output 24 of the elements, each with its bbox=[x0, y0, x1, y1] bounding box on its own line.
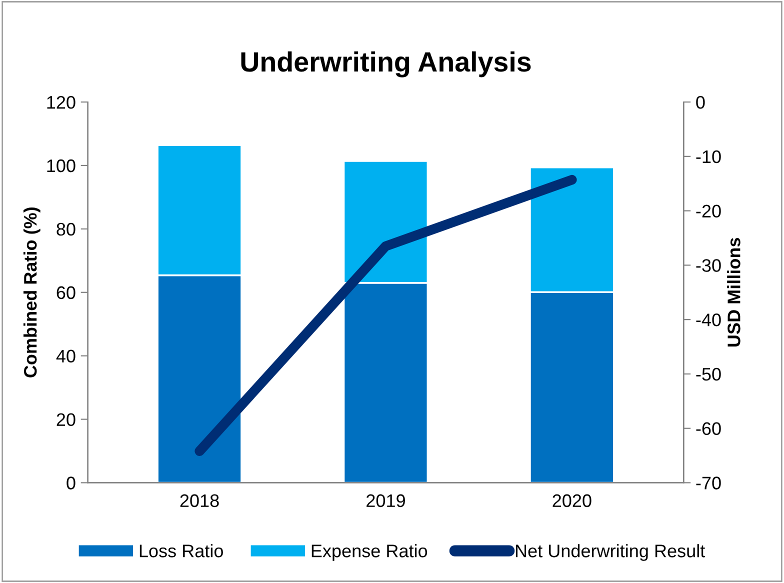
chart-title: Underwriting Analysis bbox=[241, 51, 531, 78]
y-tick-label: 100 bbox=[47, 159, 76, 172]
x-tick-label: 2020 bbox=[552, 494, 592, 508]
y-tick-label: 80 bbox=[56, 222, 76, 236]
legend-label: Loss Ratio bbox=[140, 544, 223, 558]
y2-tick-label: -10 bbox=[696, 150, 721, 164]
y-axis-title: Combined Ratio (%) bbox=[23, 208, 40, 378]
y-tick-label: 0 bbox=[66, 476, 76, 490]
y2-axis-title: USD Millions bbox=[727, 238, 740, 346]
y2-tick-label: 0 bbox=[696, 96, 705, 109]
legend-label: Expense Ratio bbox=[312, 544, 428, 561]
y-tick-label: 60 bbox=[56, 286, 76, 300]
y2-tick-label: -20 bbox=[696, 204, 721, 218]
x-tick-label: 2019 bbox=[366, 494, 405, 508]
y-tick-label: 40 bbox=[56, 350, 76, 363]
y2-tick-label: -70 bbox=[696, 476, 721, 490]
y-tick-label: 20 bbox=[56, 413, 76, 426]
y2-tick-label: -50 bbox=[696, 368, 721, 381]
y2-tick-label: -30 bbox=[696, 259, 721, 272]
y2-tick-label: -60 bbox=[696, 422, 721, 436]
y2-tick-label: -40 bbox=[696, 314, 721, 326]
legend-label: Net Underwriting Result bbox=[516, 544, 706, 561]
x-tick-label: 2018 bbox=[180, 494, 219, 508]
y-tick-label: 120 bbox=[47, 96, 76, 109]
